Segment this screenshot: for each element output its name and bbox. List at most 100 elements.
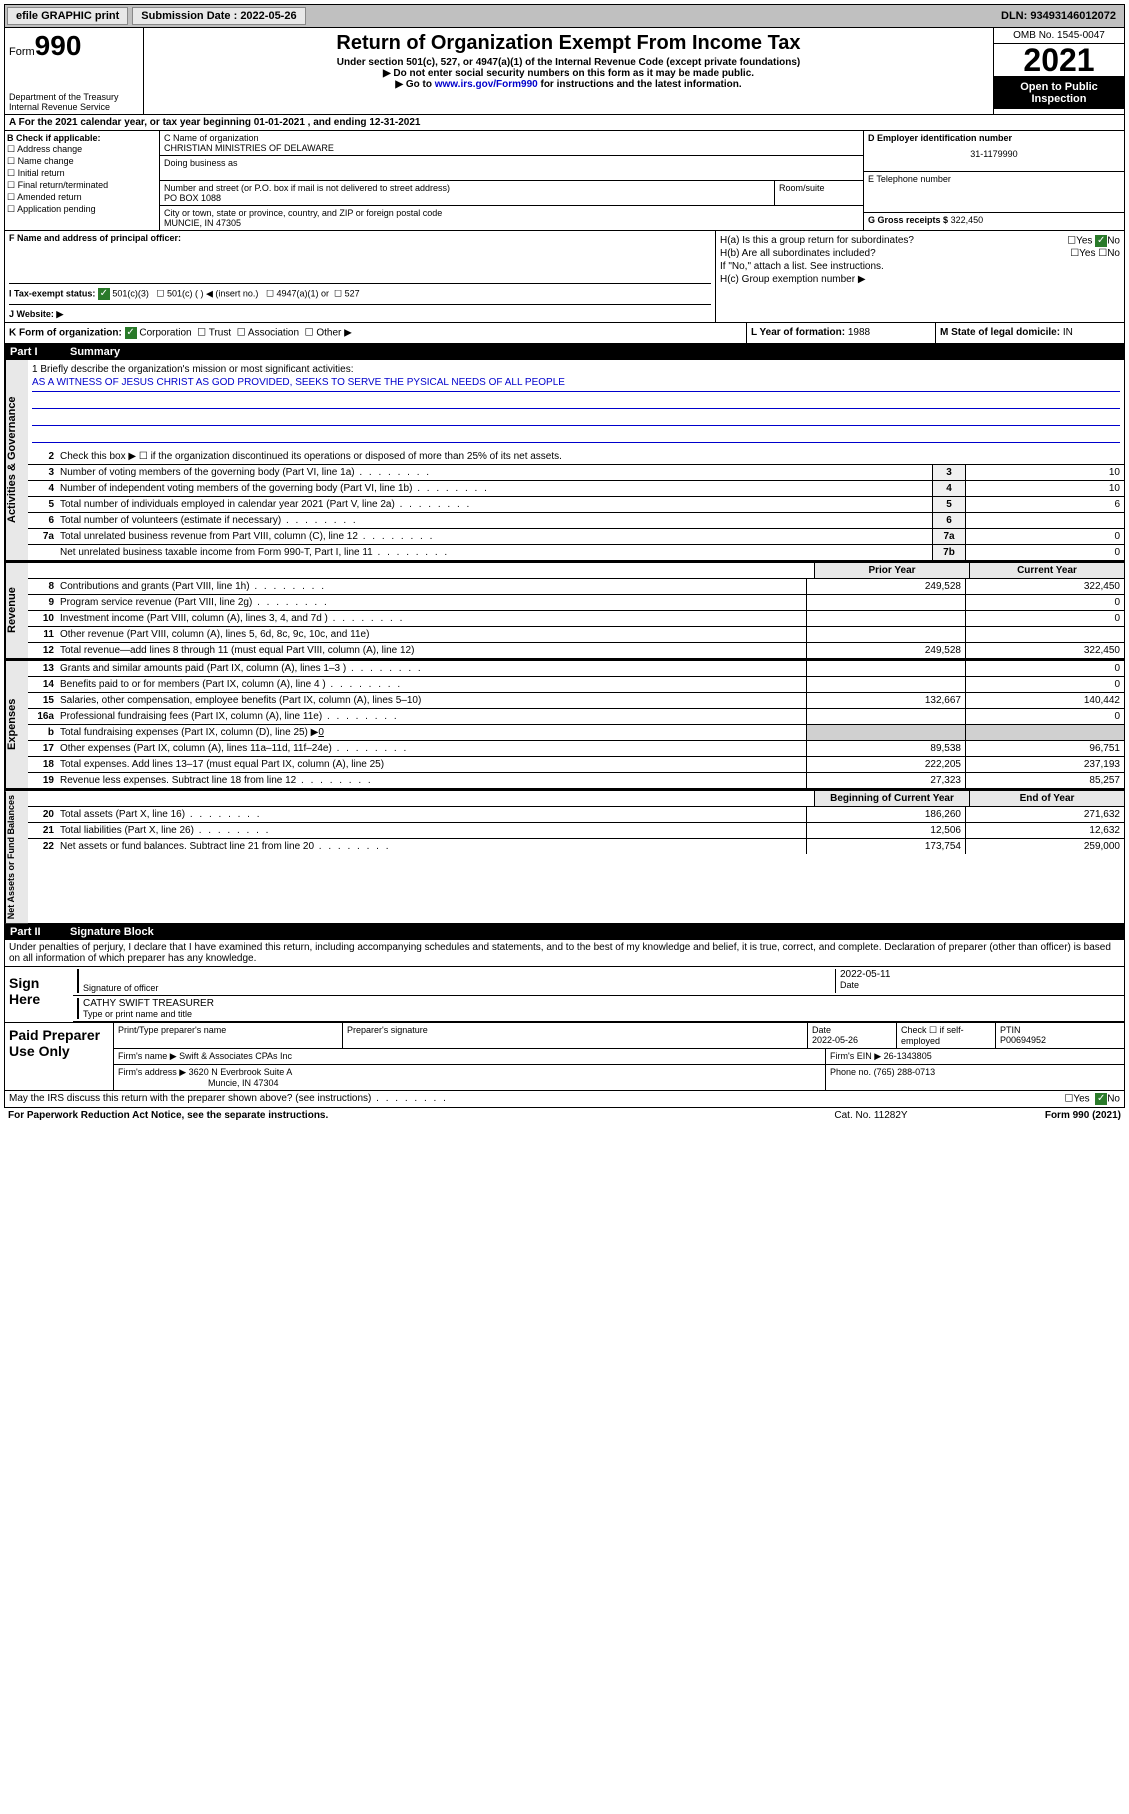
check-address[interactable]: ☐ Address change xyxy=(7,144,157,155)
principal-officer: F Name and address of principal officer:… xyxy=(5,231,715,322)
line6: Total number of volunteers (estimate if … xyxy=(56,513,932,528)
val5: 6 xyxy=(965,497,1124,512)
city: MUNCIE, IN 47305 xyxy=(164,218,859,228)
line4: Number of independent voting members of … xyxy=(56,481,932,496)
org-name: CHRISTIAN MINISTRIES OF DELAWARE xyxy=(164,143,859,153)
side-governance: Activities & Governance xyxy=(5,360,28,560)
form-header: Form990 Department of the Treasury Inter… xyxy=(4,28,1125,115)
hc-line: H(c) Group exemption number ▶ xyxy=(720,274,1120,285)
col-current: Current Year xyxy=(969,563,1124,578)
c21: 12,632 xyxy=(965,823,1124,838)
firm-name: Firm's name ▶ Swift & Associates CPAs In… xyxy=(114,1049,826,1064)
net-section: Net Assets or Fund Balances Beginning of… xyxy=(4,789,1125,924)
firm-address: Firm's address ▶ 3620 N Everbrook Suite … xyxy=(114,1065,826,1090)
c20: 271,632 xyxy=(965,807,1124,822)
p12: 249,528 xyxy=(806,643,965,658)
hb-line: H(b) Are all subordinates included? ☐Yes… xyxy=(720,248,1120,259)
cat-no: Cat. No. 11282Y xyxy=(771,1110,971,1121)
note-ssn: ▶ Do not enter social security numbers o… xyxy=(148,68,989,79)
gov-section: Activities & Governance 1 Briefly descri… xyxy=(4,360,1125,561)
side-revenue: Revenue xyxy=(5,563,28,658)
irs-label: Internal Revenue Service xyxy=(9,102,139,112)
section-klm: K Form of organization: ✓ Corporation ☐ … xyxy=(4,323,1125,344)
header-left: Form990 Department of the Treasury Inter… xyxy=(5,28,144,114)
part1-header: Part I Summary xyxy=(4,344,1125,360)
col-begin: Beginning of Current Year xyxy=(814,791,969,806)
col-b-checks: B Check if applicable: ☐ Address change … xyxy=(5,131,160,230)
check-initial[interactable]: ☐ Initial return xyxy=(7,168,157,179)
line12: Total revenue—add lines 8 through 11 (mu… xyxy=(56,643,806,658)
p20: 186,260 xyxy=(806,807,965,822)
note-link: ▶ Go to www.irs.gov/Form990 for instruct… xyxy=(148,79,989,90)
form-number: 990 xyxy=(35,30,82,61)
p18: 222,205 xyxy=(806,757,965,772)
line2: Check this box ▶ ☐ if the organization d… xyxy=(56,449,1124,464)
side-net: Net Assets or Fund Balances xyxy=(5,791,28,923)
line11: Other revenue (Part VIII, column (A), li… xyxy=(56,627,806,642)
section-bcd: B Check if applicable: ☐ Address change … xyxy=(4,131,1125,231)
form-of-org: K Form of organization: ✓ Corporation ☐ … xyxy=(5,323,746,343)
efile-button[interactable]: efile GRAPHIC print xyxy=(7,7,128,25)
col-c: C Name of organization CHRISTIAN MINISTR… xyxy=(160,131,863,230)
dba-box: Doing business as xyxy=(160,156,863,181)
c10: 0 xyxy=(965,611,1124,626)
c19: 85,257 xyxy=(965,773,1124,788)
val7b: 0 xyxy=(965,545,1124,560)
year-formation: L Year of formation: 1988 xyxy=(746,323,935,343)
col-prior: Prior Year xyxy=(814,563,969,578)
c8: 322,450 xyxy=(965,579,1124,594)
check-pending[interactable]: ☐ Application pending xyxy=(7,204,157,215)
line8: Contributions and grants (Part VIII, lin… xyxy=(56,579,806,594)
c18: 237,193 xyxy=(965,757,1124,772)
check-corp[interactable]: ✓ xyxy=(125,327,137,339)
part2-header: Part II Signature Block xyxy=(4,924,1125,940)
room-box: Room/suite xyxy=(774,181,863,205)
line9: Program service revenue (Part VIII, line… xyxy=(56,595,806,610)
p17: 89,538 xyxy=(806,741,965,756)
form-subtitle: Under section 501(c), 527, or 4947(a)(1)… xyxy=(148,57,989,68)
form-prefix: Form xyxy=(9,46,35,58)
c11 xyxy=(965,627,1124,642)
ptin: PTIN P00694952 xyxy=(996,1023,1124,1048)
line20: Total assets (Part X, line 16) xyxy=(56,807,806,822)
p11 xyxy=(806,627,965,642)
check-501c3[interactable]: ✓ xyxy=(98,288,110,300)
paid-preparer-label: Paid Preparer Use Only xyxy=(5,1023,113,1090)
form-ref: Form 990 (2021) xyxy=(971,1110,1121,1121)
city-box: City or town, state or province, country… xyxy=(160,206,863,230)
col-end: End of Year xyxy=(969,791,1124,806)
mission-text: AS A WITNESS OF JESUS CHRIST AS GOD PROV… xyxy=(32,377,1120,392)
p21: 12,506 xyxy=(806,823,965,838)
street-box: Number and street (or P.O. box if mail i… xyxy=(160,181,774,205)
state-domicile: M State of legal domicile: IN xyxy=(935,323,1124,343)
line18: Total expenses. Add lines 13–17 (must eq… xyxy=(56,757,806,772)
ein: 31-1179990 xyxy=(868,149,1120,159)
hb-note: If "No," attach a list. See instructions… xyxy=(720,261,1120,272)
p19: 27,323 xyxy=(806,773,965,788)
signature-block: Under penalties of perjury, I declare th… xyxy=(4,940,1125,1091)
sign-here-label: Sign Here xyxy=(5,967,73,1022)
line21: Total liabilities (Part X, line 26) xyxy=(56,823,806,838)
val7a: 0 xyxy=(965,529,1124,544)
check-name[interactable]: ☐ Name change xyxy=(7,156,157,167)
row-a-period: A For the 2021 calendar year, or tax yea… xyxy=(4,115,1125,131)
print-name-label: Print/Type preparer's name xyxy=(114,1023,343,1048)
org-name-box: C Name of organization CHRISTIAN MINISTR… xyxy=(160,131,863,156)
p15: 132,667 xyxy=(806,693,965,708)
irs-link[interactable]: www.irs.gov/Form990 xyxy=(435,79,538,90)
val6 xyxy=(965,513,1124,528)
check-amended[interactable]: ☐ Amended return xyxy=(7,192,157,203)
check-final[interactable]: ☐ Final return/terminated xyxy=(7,180,157,191)
line3: Number of voting members of the governin… xyxy=(56,465,932,480)
p10 xyxy=(806,611,965,626)
line22: Net assets or fund balances. Subtract li… xyxy=(56,839,806,854)
header-center: Return of Organization Exempt From Incom… xyxy=(144,28,993,114)
paperwork-notice: For Paperwork Reduction Act Notice, see … xyxy=(8,1110,771,1121)
top-bar: efile GRAPHIC print Submission Date : 20… xyxy=(4,4,1125,28)
line7b: Net unrelated business taxable income fr… xyxy=(56,545,932,560)
section-fh: F Name and address of principal officer:… xyxy=(4,231,1125,323)
c12: 322,450 xyxy=(965,643,1124,658)
val4: 10 xyxy=(965,481,1124,496)
dept-label: Department of the Treasury xyxy=(9,92,139,102)
line14: Benefits paid to or for members (Part IX… xyxy=(56,677,806,692)
